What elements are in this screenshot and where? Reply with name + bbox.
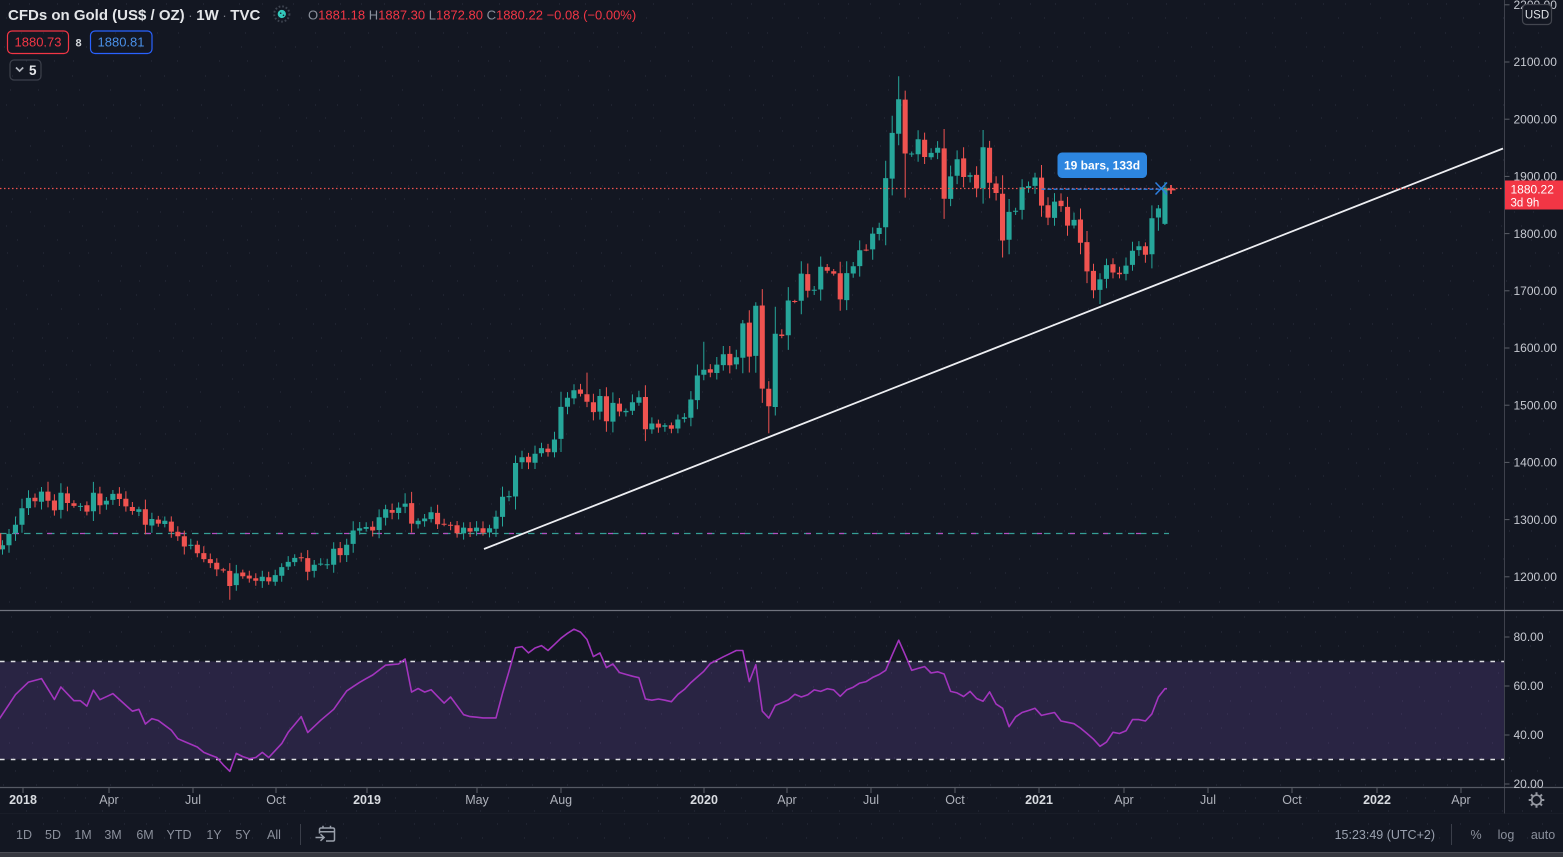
- svg-text:1800.00: 1800.00: [1514, 227, 1558, 241]
- svg-text:Apr: Apr: [1451, 793, 1470, 807]
- svg-text:2100.00: 2100.00: [1514, 55, 1558, 69]
- svg-text:Jul: Jul: [1200, 793, 1216, 807]
- svg-text:1500.00: 1500.00: [1514, 398, 1558, 412]
- svg-text:1M: 1M: [74, 828, 91, 842]
- svg-text:15:23:49 (UTC+2): 15:23:49 (UTC+2): [1335, 828, 1435, 842]
- svg-text:20.00: 20.00: [1514, 777, 1544, 791]
- svg-text:Apr: Apr: [1114, 793, 1133, 807]
- svg-text:5D: 5D: [45, 828, 61, 842]
- svg-text:1880.81: 1880.81: [98, 35, 145, 50]
- svg-text:auto: auto: [1531, 828, 1555, 842]
- svg-text:Oct: Oct: [266, 793, 286, 807]
- svg-text:1200.00: 1200.00: [1514, 570, 1558, 584]
- svg-text:Oct: Oct: [945, 793, 965, 807]
- svg-text:1880.73: 1880.73: [15, 35, 62, 50]
- svg-text:1300.00: 1300.00: [1514, 513, 1558, 527]
- svg-text:3d 9h: 3d 9h: [1511, 198, 1540, 210]
- svg-text:USD: USD: [1525, 10, 1549, 22]
- svg-text:Apr: Apr: [99, 793, 118, 807]
- svg-text:1Y: 1Y: [206, 828, 222, 842]
- svg-text:Oct: Oct: [1282, 793, 1302, 807]
- svg-text:2022: 2022: [1363, 793, 1391, 807]
- svg-text:YTD: YTD: [167, 828, 192, 842]
- svg-text:40.00: 40.00: [1514, 728, 1544, 742]
- svg-text:8: 8: [75, 38, 81, 50]
- svg-text:80.00: 80.00: [1514, 630, 1544, 644]
- svg-text:5: 5: [29, 63, 37, 78]
- svg-text:O1881.18 H1887.30 L1872.80 C18: O1881.18 H1887.30 L1872.80 C1880.22 −0.0…: [308, 8, 636, 23]
- svg-text:1400.00: 1400.00: [1514, 456, 1558, 470]
- svg-text:All: All: [267, 828, 281, 842]
- svg-text:5Y: 5Y: [235, 828, 251, 842]
- svg-text:2000.00: 2000.00: [1514, 112, 1558, 126]
- svg-text:60.00: 60.00: [1514, 679, 1544, 693]
- svg-text:19 bars, 133d: 19 bars, 133d: [1064, 159, 1140, 173]
- svg-text:6M: 6M: [136, 828, 153, 842]
- svg-text:1900.00: 1900.00: [1514, 170, 1558, 184]
- svg-text:2019: 2019: [353, 793, 381, 807]
- svg-text:Jul: Jul: [185, 793, 201, 807]
- svg-text:log: log: [1498, 828, 1515, 842]
- svg-text:Jul: Jul: [863, 793, 879, 807]
- svg-text:Apr: Apr: [777, 793, 796, 807]
- svg-text:1880.22: 1880.22: [1511, 183, 1555, 197]
- svg-text:2020: 2020: [690, 793, 718, 807]
- svg-text:2021: 2021: [1025, 793, 1053, 807]
- svg-text:1600.00: 1600.00: [1514, 341, 1558, 355]
- svg-text:2018: 2018: [9, 793, 37, 807]
- svg-text:%: %: [1470, 828, 1481, 842]
- svg-text:May: May: [465, 793, 489, 807]
- svg-text:1D: 1D: [16, 828, 32, 842]
- svg-text:CFDs on Gold (US$ / OZ) · 1W ·: CFDs on Gold (US$ / OZ) · 1W · TVC: [8, 7, 260, 24]
- svg-text:1700.00: 1700.00: [1514, 284, 1558, 298]
- svg-text:Aug: Aug: [550, 793, 572, 807]
- svg-text:3M: 3M: [104, 828, 121, 842]
